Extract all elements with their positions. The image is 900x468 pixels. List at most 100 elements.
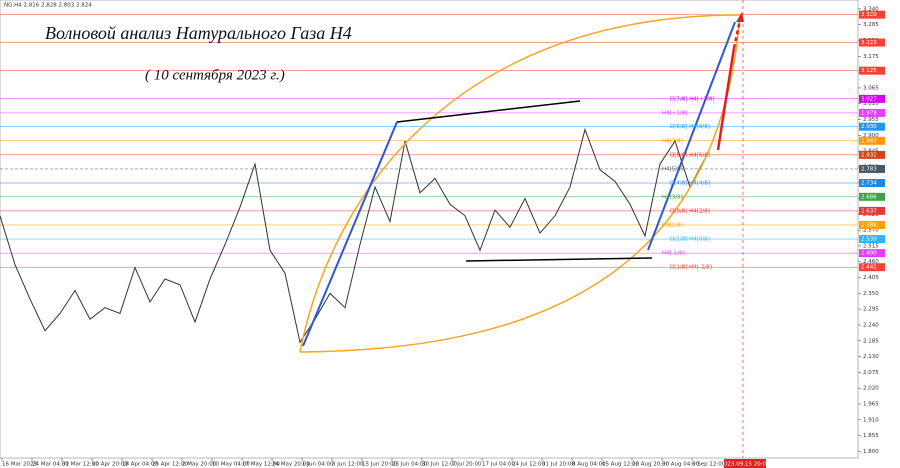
x-tick-label: 15 Jun 20:00 (362, 462, 397, 468)
x-tick-label: 18 Apr 04:00 (122, 462, 158, 468)
x-tick-label: 8 Aug 04:00 (572, 462, 606, 468)
x-tick-label: 30 Aug 04:00 (662, 462, 700, 468)
level-label: 3.320 (861, 12, 877, 18)
channel-line (465, 257, 653, 262)
level-box (859, 94, 885, 103)
y-tick-label: 2.020 (863, 386, 879, 392)
level-box (859, 179, 885, 188)
x-tick-label: 1 Jun 04:00 (302, 462, 334, 468)
level-label: 2.978 (861, 110, 877, 116)
y-tick-label: 2.900 (863, 133, 879, 139)
level-label: 2.783 (861, 166, 877, 172)
x-tick-label: 31 Mar 12:00 (62, 462, 99, 468)
channel-line (396, 100, 581, 123)
x-tick-label: 25 Apr 12:00 (152, 462, 188, 468)
y-tick-label: 2.185 (863, 338, 879, 344)
y-tick-label: 3.010 (863, 101, 879, 107)
y-tick-label: 2.295 (863, 307, 879, 313)
x-tick-label: 24 Mar 04:00 (32, 462, 69, 468)
level-note: D[5/8] H4[6/8] (670, 152, 710, 158)
chart-subtitle: ( 10 сентября 2023 г.) (145, 67, 285, 83)
level-note: H4[7/8] (662, 138, 683, 144)
x-tick-label: 15 Aug 12:00 (602, 462, 640, 468)
level-note: H4[-1/8] (662, 251, 685, 257)
x-tick-label: 8 Jun 12:00 (332, 462, 364, 468)
level-label: 3.125 (861, 68, 877, 74)
level-label: 2.881 (861, 138, 877, 144)
y-tick-label: 3.285 (863, 22, 879, 28)
y-tick-label: 3.175 (863, 54, 879, 60)
level-label: 2.588 (861, 222, 877, 228)
time-marker-label: 2023.09.15 20:00 (720, 462, 770, 468)
level-label: 2.832 (861, 152, 877, 158)
level-box (859, 38, 885, 47)
level-note: D[4/8] H4[4/8] (670, 181, 710, 187)
y-tick-label: 2.955 (863, 117, 879, 123)
y-tick-label: 2.075 (863, 370, 879, 376)
x-tick-label: 24 Jul 12:00 (512, 462, 545, 468)
level-box (859, 235, 885, 244)
x-tick-label: 31 Jul 20:00 (542, 462, 575, 468)
level-box (859, 192, 885, 201)
y-tick-label: 2.405 (863, 275, 879, 281)
level-box (859, 164, 885, 173)
x-tick-label: 6 Sep 12:00 (692, 462, 726, 468)
y-tick-label: 2.130 (863, 354, 879, 360)
y-tick-label: 1.800 (863, 449, 879, 455)
y-tick-label: 3.065 (863, 85, 879, 91)
x-tick-label: 17 May 12:00 (242, 462, 280, 468)
x-tick-label: 10 Apr 20:00 (92, 462, 128, 468)
header: NG,H4 2.816 2.828 2.803 2.824 (4, 3, 92, 9)
level-label: 2.539 (861, 237, 877, 243)
level-label: 2.930 (861, 124, 877, 130)
level-box (859, 150, 885, 159)
level-label: 2.637 (861, 208, 877, 214)
x-tick-label: 23 Jun 04:00 (392, 462, 427, 468)
y-tick-label: 1.910 (863, 417, 879, 423)
level-box (859, 108, 885, 117)
chart-title: Волновой анализ Натурального Газа H4 (45, 23, 352, 43)
level-box (859, 136, 885, 145)
y-tick-label: 2.515 (863, 243, 879, 249)
x-tick-label: 2 May 20:00 (182, 462, 217, 468)
level-label: 2.490 (861, 251, 877, 257)
x-tick-label: 17 Jul 04:00 (482, 462, 515, 468)
level-box (859, 263, 885, 272)
level-box (859, 66, 885, 75)
wave-curve (299, 14, 741, 353)
level-box (859, 122, 885, 131)
x-tick-label: 10 May 04:00 (212, 462, 250, 468)
level-note: D[3/8] H4[2/8] (670, 208, 710, 214)
x-tick-label: 7 Jul 20:00 (452, 462, 482, 468)
level-note: H4[3/8] (662, 194, 683, 200)
level-note: H4[1/8] (662, 222, 683, 228)
forecast-arrow (716, 47, 736, 151)
x-tick-label: 16 Mar 2023 (2, 462, 37, 468)
level-label: 2.686 (861, 194, 877, 200)
y-tick-label: 1.855 (863, 433, 879, 439)
level-box (859, 249, 885, 258)
level-note: H4[+1/8] (662, 110, 687, 116)
level-label: 2.441 (861, 265, 877, 271)
level-box (859, 206, 885, 215)
y-tick-label: 2.350 (863, 291, 879, 297)
y-tick-label: 2.460 (863, 259, 879, 265)
price-line (0, 127, 706, 344)
level-label: 2.734 (861, 181, 877, 187)
trend-line (647, 21, 736, 251)
x-tick-label: 30 Jun 12:00 (422, 462, 457, 468)
arrow-head (736, 12, 744, 22)
plot-frame (0, 0, 859, 459)
level-note: D[1/8] H4[-2/8] (670, 265, 712, 271)
x-tick-label: 24 May 20:00 (272, 462, 310, 468)
level-note: H4[5/8] (662, 166, 683, 172)
y-tick-label: 2.240 (863, 322, 879, 328)
level-note: D[7/8] H4[+2/8] (670, 96, 715, 102)
time-marker-box (724, 459, 766, 468)
level-label: 3.223 (861, 40, 877, 46)
level-note: D[2/8] H4[0/8] (670, 237, 710, 243)
trend-line (302, 121, 398, 347)
y-tick-label: 3.340 (863, 6, 879, 12)
